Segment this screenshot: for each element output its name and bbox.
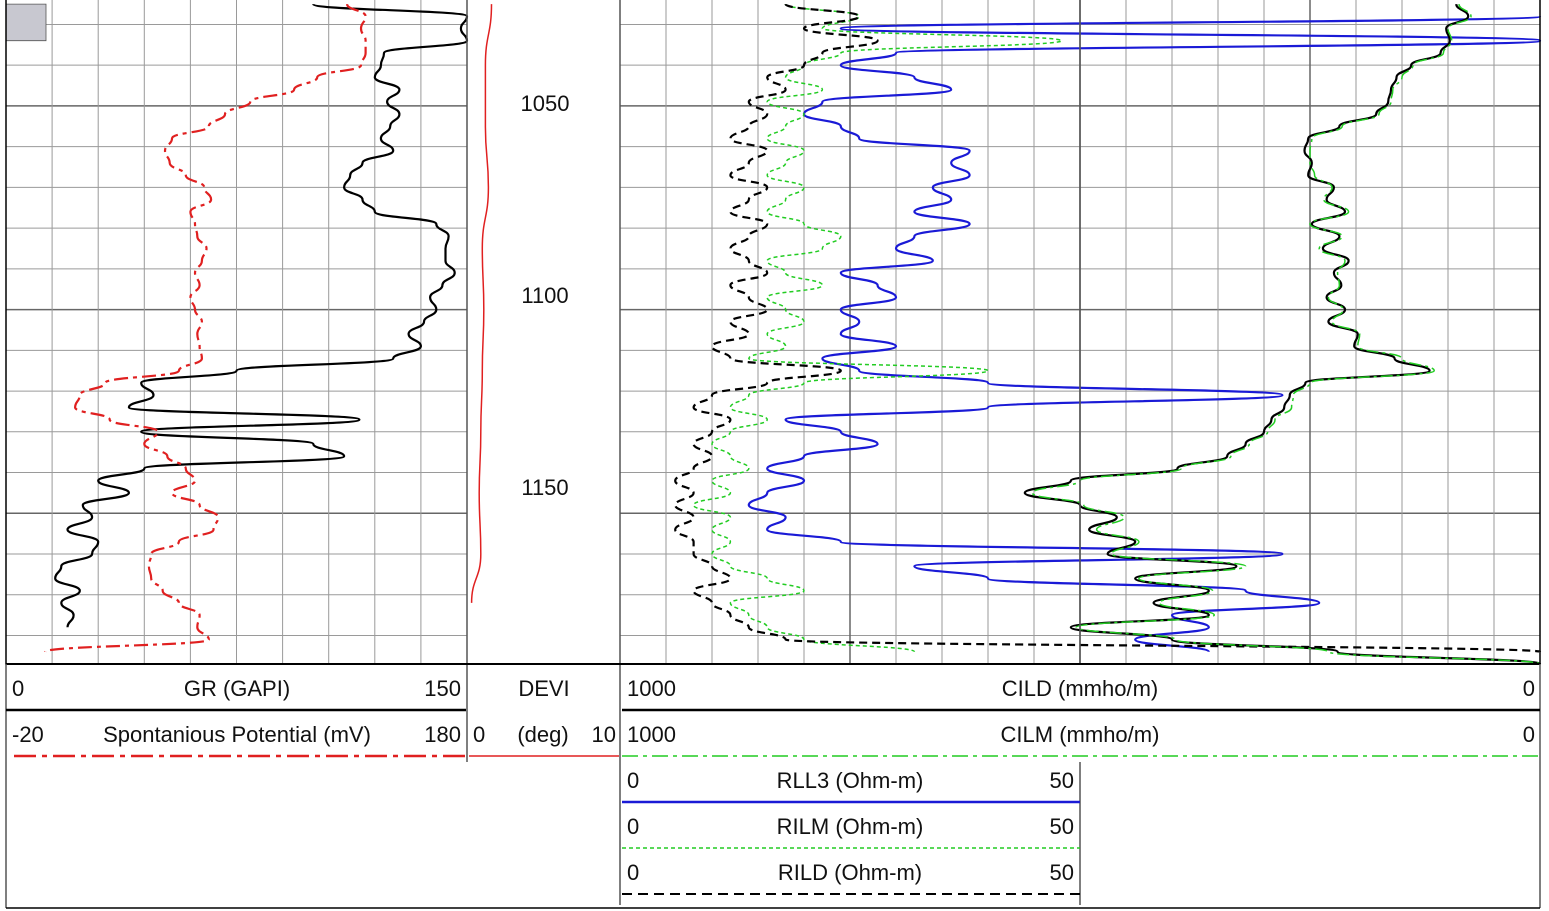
cilm-left-scale: 1000 — [627, 722, 676, 747]
track-frames — [5, 0, 1541, 909]
cild-curve-name: CILD (mmho/m) — [1002, 676, 1158, 701]
sp-left-scale: -20 — [12, 722, 44, 747]
devi-right-scale: 10 — [592, 722, 616, 747]
devi-title: DEVI — [518, 676, 569, 701]
cild-left-scale: 1000 — [627, 676, 676, 701]
gr-curve — [54, 3, 469, 628]
rll3-right-scale: 50 — [1050, 768, 1074, 793]
cilm-curve — [1031, 3, 1541, 665]
rilm-left-scale: 0 — [627, 814, 639, 839]
gr-left-scale: 0 — [12, 676, 24, 701]
log-curves — [44, 3, 1542, 666]
sp-right-scale: 180 — [424, 722, 461, 747]
depth-label-1150: 1150 — [521, 475, 568, 500]
cilm-curve-name: CILM (mmho/m) — [1001, 722, 1160, 747]
rll3-left-scale: 0 — [627, 768, 639, 793]
rilm-curve-name: RILM (Ohm-m) — [777, 814, 924, 839]
depth-label-1050: 1050 — [521, 91, 570, 116]
gr-shaded-area — [5, 3, 47, 42]
cild-curve — [1023, 3, 1542, 666]
log-header: 0 GR (GAPI) 150 -20 Spontanious Potentia… — [6, 676, 1540, 895]
rild-right-scale: 50 — [1050, 860, 1074, 885]
rild-curve — [674, 3, 1542, 653]
cilm-right-scale: 0 — [1523, 722, 1535, 747]
rild-curve-name: RILD (Ohm-m) — [778, 860, 922, 885]
devi-left-scale: 0 — [473, 722, 485, 747]
gr-curve-name: GR (GAPI) — [184, 676, 290, 701]
depth-track: 1050 1100 1150 — [521, 91, 570, 500]
rll3-curve — [747, 15, 1542, 653]
rild-left-scale: 0 — [627, 860, 639, 885]
rilm-right-scale: 50 — [1050, 814, 1074, 839]
devi-unit: (deg) — [517, 722, 568, 747]
rll3-curve-name: RLL3 (Ohm-m) — [777, 768, 924, 793]
depth-label-1100: 1100 — [521, 283, 568, 308]
gr-right-scale: 150 — [424, 676, 461, 701]
sp-curve-name: Spontanious Potential (mV) — [103, 722, 371, 747]
cild-right-scale: 0 — [1523, 676, 1535, 701]
sand-shading — [5, 3, 47, 42]
devi-curve — [470, 4, 493, 603]
spontanious-curve — [44, 3, 367, 653]
